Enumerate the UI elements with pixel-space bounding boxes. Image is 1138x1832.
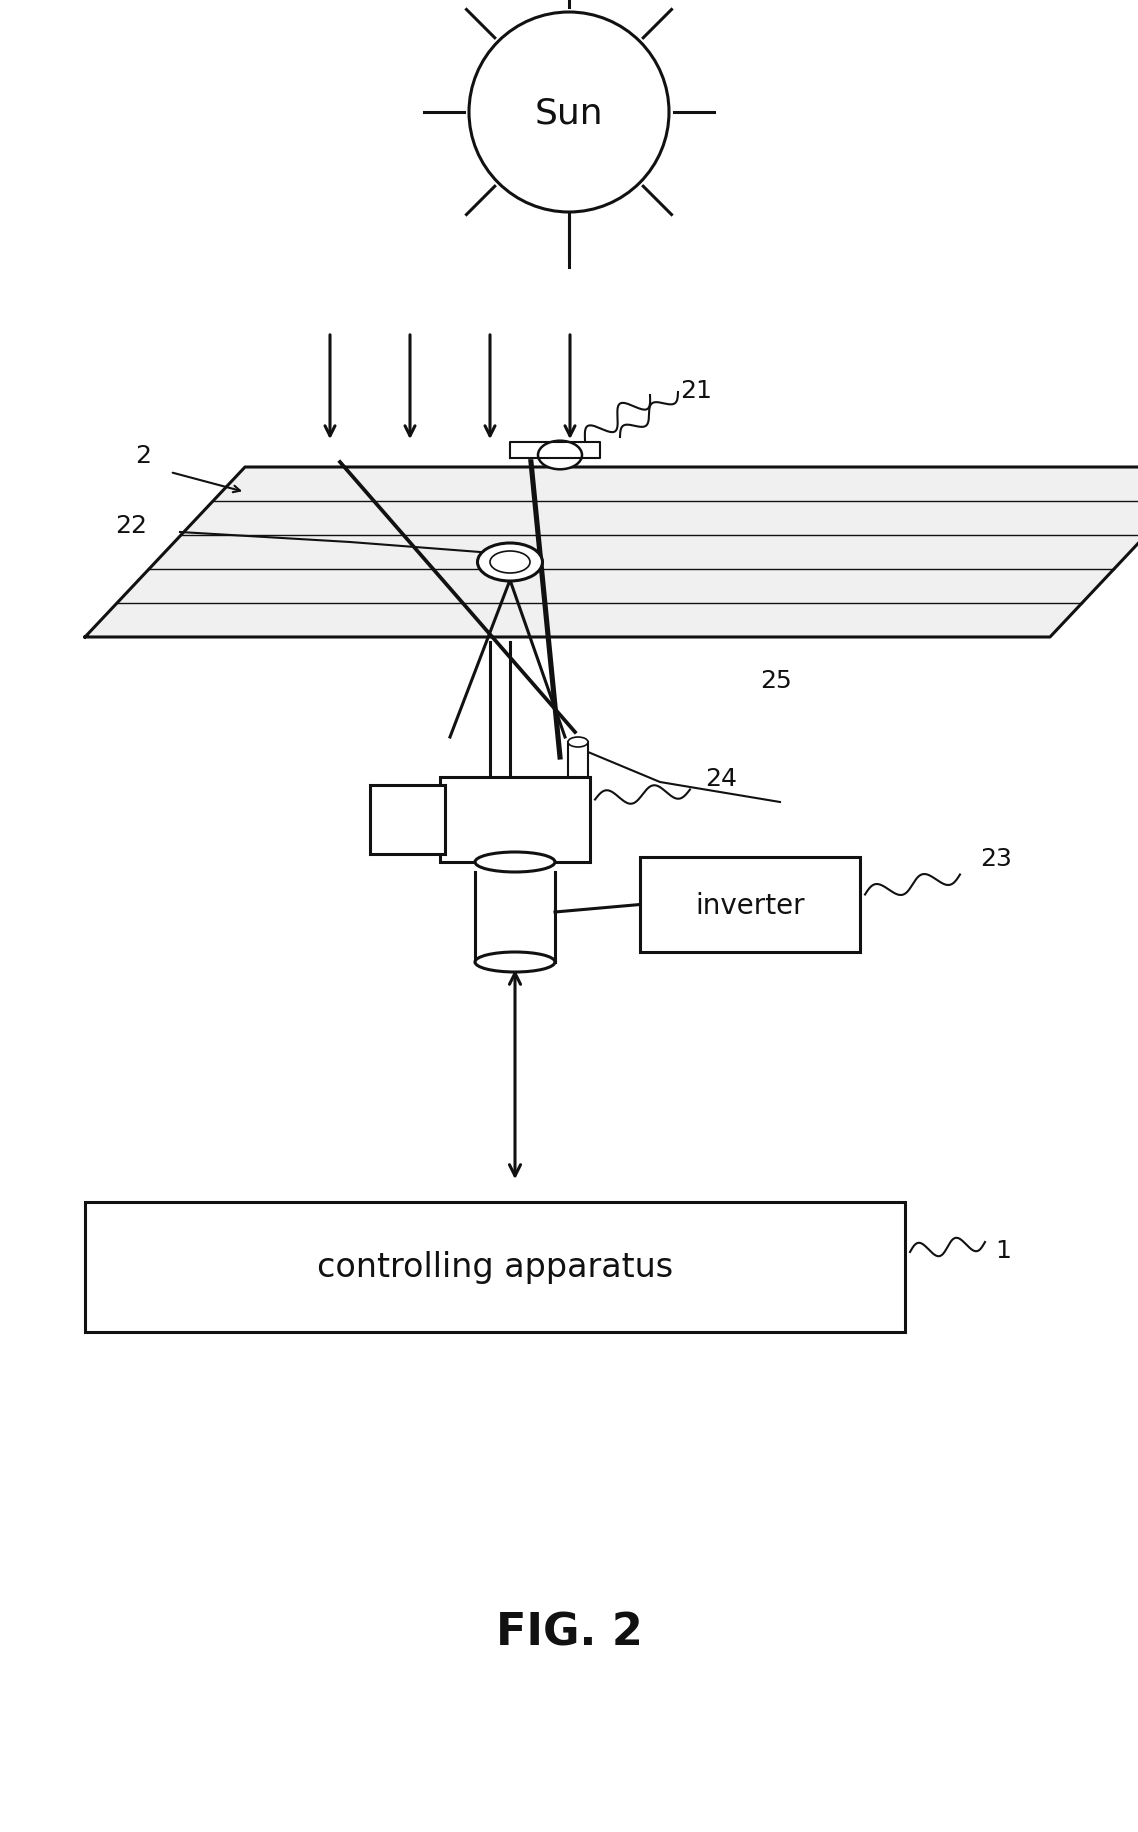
FancyBboxPatch shape — [568, 742, 588, 777]
FancyBboxPatch shape — [640, 857, 860, 953]
Polygon shape — [85, 467, 1138, 638]
FancyBboxPatch shape — [85, 1202, 905, 1332]
Text: inverter: inverter — [695, 890, 805, 920]
Text: FIG. 2: FIG. 2 — [495, 1610, 643, 1654]
Ellipse shape — [475, 852, 555, 872]
Text: 1: 1 — [995, 1238, 1011, 1262]
Ellipse shape — [475, 953, 555, 973]
Text: 22: 22 — [115, 513, 147, 539]
Text: 25: 25 — [760, 669, 792, 692]
Text: 23: 23 — [980, 846, 1012, 870]
Polygon shape — [510, 443, 600, 458]
Text: 2: 2 — [135, 443, 151, 467]
Text: 24: 24 — [706, 766, 737, 790]
Text: 21: 21 — [681, 379, 712, 403]
Text: Sun: Sun — [535, 95, 603, 130]
Ellipse shape — [478, 544, 543, 583]
Ellipse shape — [469, 13, 669, 213]
Ellipse shape — [568, 738, 588, 747]
Ellipse shape — [490, 551, 530, 573]
Text: controlling apparatus: controlling apparatus — [318, 1251, 673, 1284]
FancyBboxPatch shape — [370, 786, 445, 854]
Ellipse shape — [538, 442, 582, 471]
FancyBboxPatch shape — [440, 777, 589, 863]
